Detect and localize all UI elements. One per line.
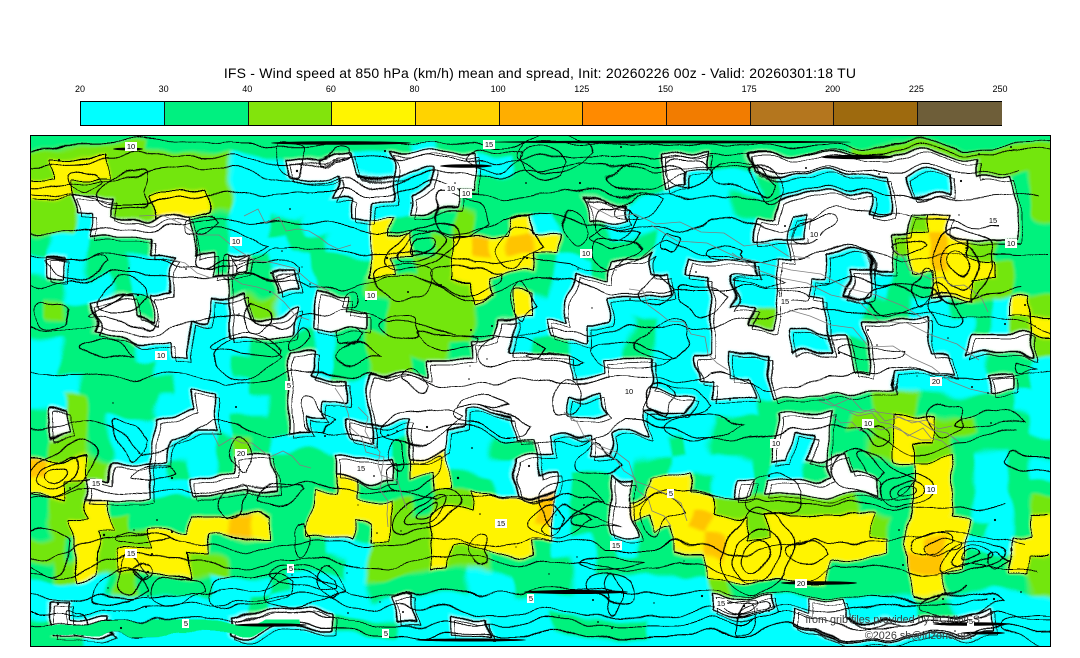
svg-text:©2026 sb@irizone.net: ©2026 sb@irizone.net	[865, 630, 972, 642]
svg-text:5: 5	[669, 489, 673, 498]
svg-text:10: 10	[462, 189, 470, 198]
svg-text:10: 10	[772, 439, 780, 448]
svg-text:15: 15	[989, 216, 997, 225]
svg-text:20: 20	[797, 579, 805, 588]
svg-text:15: 15	[781, 297, 789, 306]
svg-text:5: 5	[289, 564, 293, 573]
svg-text:15: 15	[127, 549, 135, 558]
svg-text:5: 5	[529, 594, 533, 603]
svg-text:15: 15	[612, 541, 620, 550]
svg-text:10: 10	[625, 387, 633, 396]
svg-text:5: 5	[969, 617, 973, 626]
svg-text:10: 10	[582, 249, 590, 258]
svg-text:15: 15	[717, 599, 725, 608]
svg-text:10: 10	[864, 419, 872, 428]
svg-text:10: 10	[810, 230, 818, 239]
svg-text:10: 10	[447, 184, 455, 193]
svg-text:10: 10	[232, 237, 240, 246]
svg-text:5: 5	[184, 619, 188, 628]
svg-text:20: 20	[237, 449, 245, 458]
svg-text:10: 10	[927, 485, 935, 494]
svg-text:10: 10	[127, 142, 135, 151]
svg-text:10: 10	[367, 291, 375, 300]
svg-text:10: 10	[1007, 239, 1015, 248]
svg-text:15: 15	[92, 479, 100, 488]
svg-text:5: 5	[287, 381, 291, 390]
svg-text:from grib files provided by EC: from grib files provided by ECMWFS	[805, 614, 980, 626]
svg-text:15: 15	[357, 464, 365, 473]
svg-text:15: 15	[497, 519, 505, 528]
svg-text:5: 5	[384, 629, 388, 638]
svg-text:15: 15	[485, 140, 493, 149]
svg-text:20: 20	[932, 377, 940, 386]
svg-text:10: 10	[157, 351, 165, 360]
